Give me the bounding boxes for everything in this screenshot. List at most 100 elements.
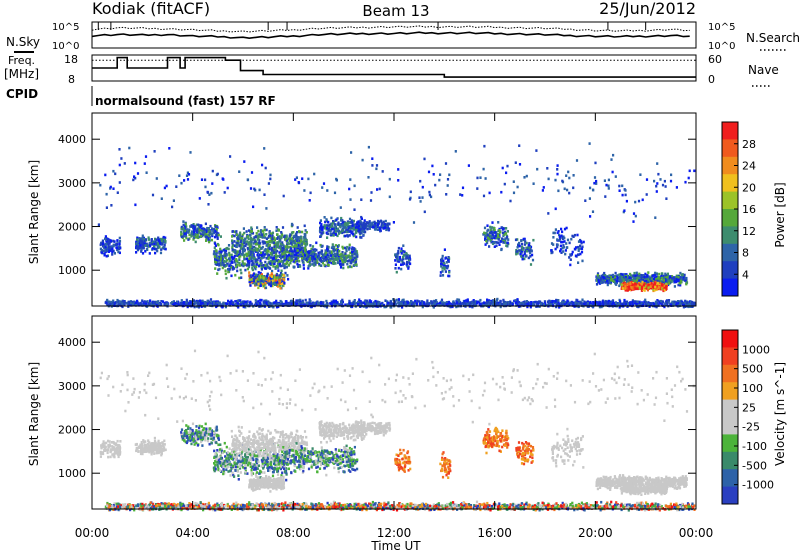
range-cell [260,279,263,283]
range-cell [278,281,281,285]
range-cell [189,225,192,228]
range-cell [426,299,429,302]
range-cell [379,219,382,223]
range-cell [373,220,376,224]
range-cell [141,241,144,245]
range-cell [265,244,268,247]
range-cell [197,236,200,240]
range-cell [352,251,355,254]
range-cell [332,250,335,253]
range-cell [115,243,118,246]
range-cell [342,226,345,229]
range-cell [264,247,267,251]
range-cell [673,300,676,304]
range-cell [485,239,488,243]
range-cell [352,219,355,223]
range-cell [229,266,233,269]
range-cell [330,222,333,226]
range-cell [376,225,379,229]
range-cell [356,222,359,226]
range-cell [377,219,380,223]
range-cell [238,233,241,237]
range-cell [116,239,119,242]
range-cell [562,245,565,249]
range-cell [262,234,266,237]
range-cell [290,242,293,245]
range-cell [326,236,329,239]
range-cell [219,263,222,267]
range-cell [269,274,272,277]
range-cell [254,235,257,239]
range-cell [307,255,310,259]
range-cell [323,263,326,267]
range-cell [320,223,323,226]
range-cell [116,248,119,252]
range-cell [303,232,306,236]
range-cell [494,231,497,234]
range-cell [286,254,289,258]
range-cell [354,250,358,253]
noise-tick-right-bottom: 10^0 [708,41,735,52]
range-cell [561,240,564,244]
range-cell [440,265,443,268]
range-cell [284,245,287,248]
range-cell [518,241,521,245]
range-cell [296,262,299,266]
range-cell [186,228,189,231]
range-cell [216,233,219,236]
range-cell [407,267,410,270]
range-cell [646,274,649,278]
range-cell [673,285,676,288]
range-cell [321,256,324,259]
range-cell [231,257,234,261]
nave-tick-top: 60 [708,53,722,66]
range-cell [278,276,281,279]
range-cell [252,257,256,260]
range-cell [315,248,318,252]
range-cell [357,224,360,228]
range-cell [325,231,328,235]
range-cell [681,273,684,276]
range-cell [528,242,531,245]
range-cell [348,265,351,268]
range-cell [292,253,295,256]
range-cell [360,229,364,233]
range-cell [312,248,315,251]
range-cell [631,283,634,286]
range-cell [246,240,249,243]
range-cell [333,231,336,235]
range-cell [336,234,339,238]
range-cell [239,254,242,258]
range-cell [657,286,661,289]
range-cell [109,247,112,250]
range-cell [531,258,535,262]
range-cell [275,281,278,284]
range-cell [493,241,496,244]
range-cell [325,257,328,260]
range-cell [260,251,263,254]
range-cell [253,236,256,239]
range-cell [279,248,282,252]
range-cell [329,229,332,233]
range-cell [151,243,154,246]
range-cell [281,241,284,244]
range-cell [142,244,145,248]
range-cell [248,271,251,274]
range-cell [606,279,609,283]
range-cell [523,250,526,254]
range-cell [211,227,214,230]
range-cell [304,249,307,252]
range-cell [290,248,293,251]
range-cell [273,251,276,254]
range-cell [301,230,304,234]
range-cell [336,227,339,231]
range-cell [658,272,661,276]
range-cell [331,257,334,261]
range-cell [381,224,384,227]
range-cell [279,242,283,246]
range-cell [307,257,310,260]
range-cell [212,252,215,256]
range-cell [237,299,240,302]
range-cell [443,263,446,266]
range-cell [341,298,344,302]
